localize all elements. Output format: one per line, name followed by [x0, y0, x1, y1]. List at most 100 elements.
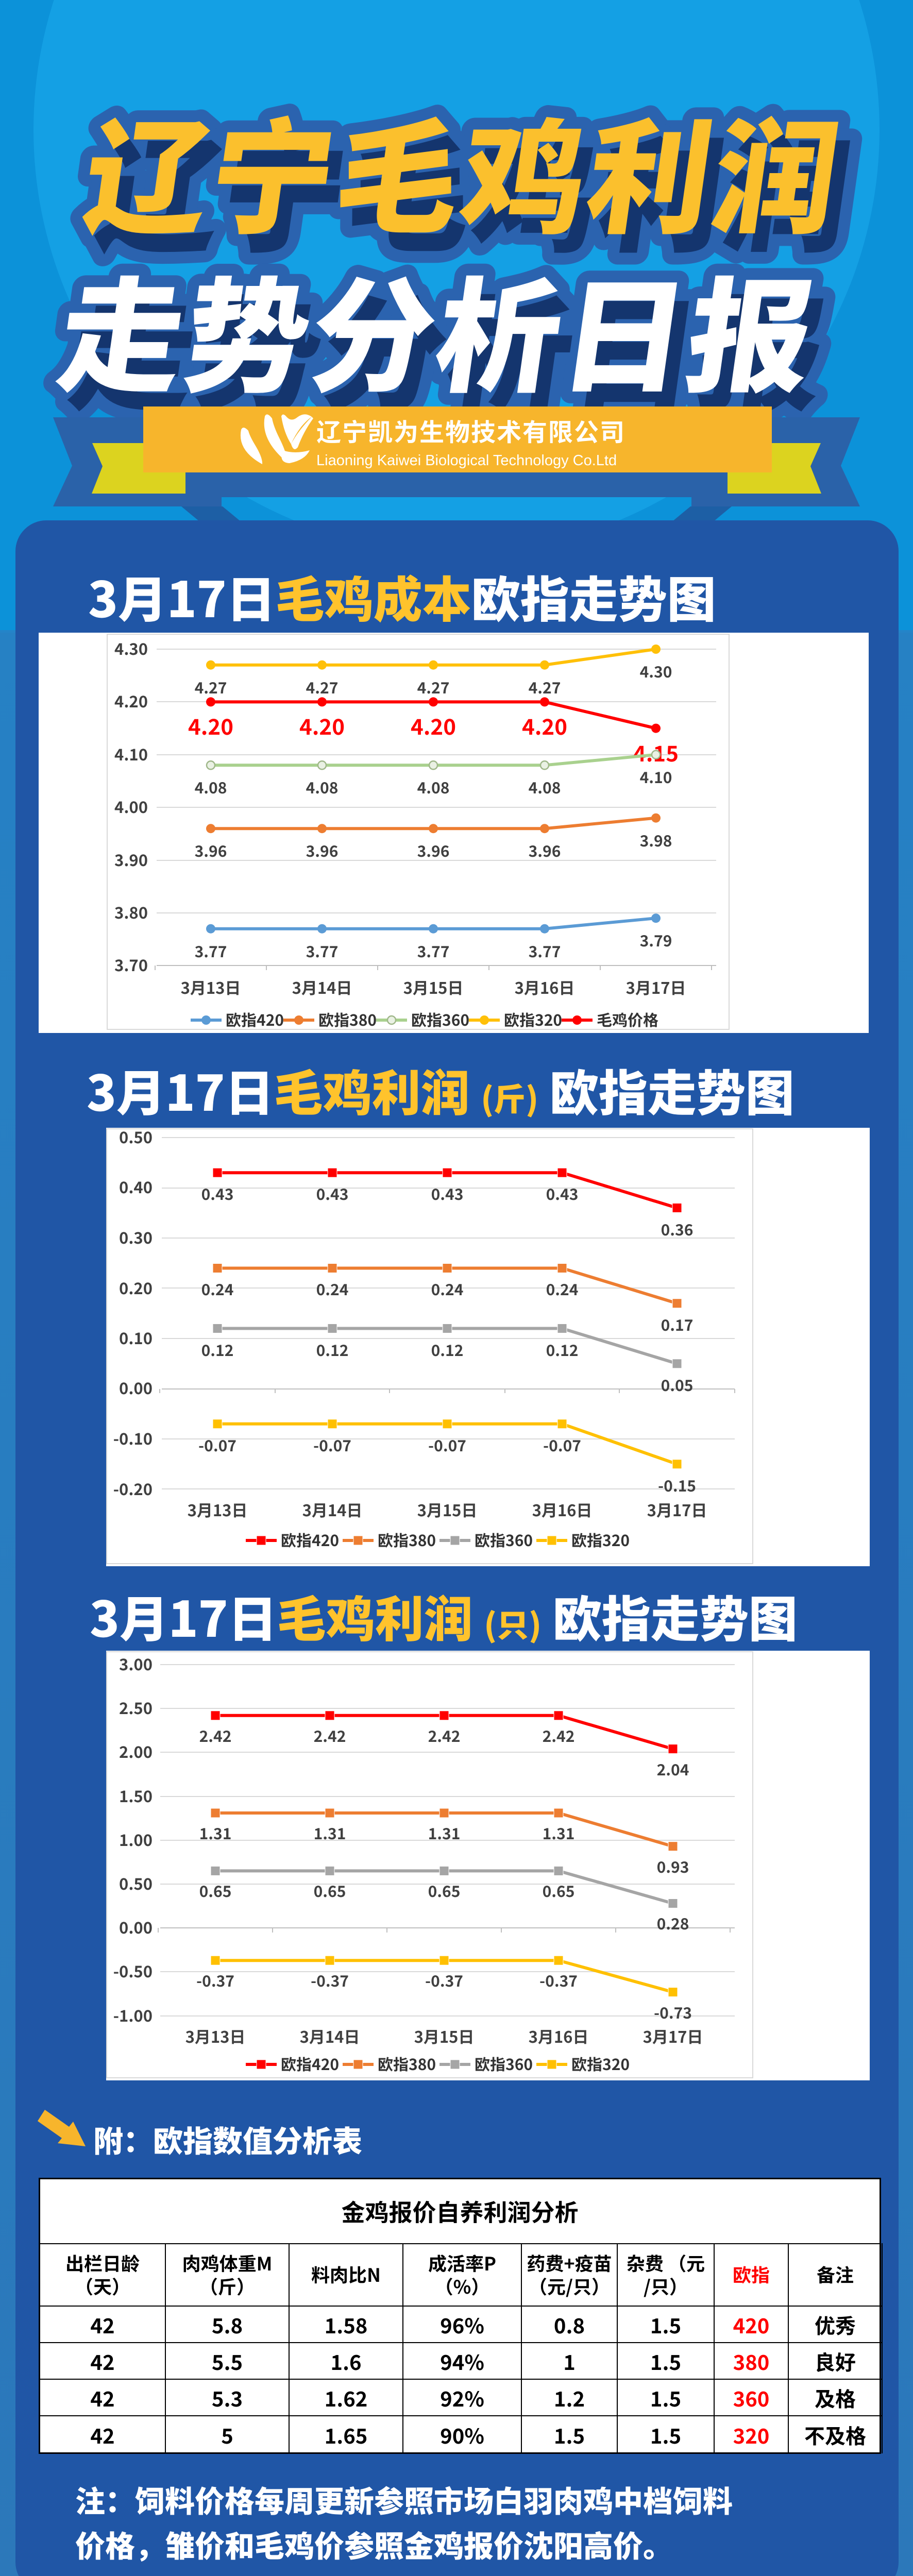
- svg-text:-0.73: -0.73: [654, 2001, 692, 2023]
- svg-text:4.30: 4.30: [114, 636, 148, 659]
- svg-text:走势分析日报: 走势分析日报: [48, 238, 828, 417]
- svg-text:0.65: 0.65: [199, 1879, 232, 1902]
- svg-text:欧指380: 欧指380: [378, 1528, 436, 1551]
- svg-text:0.00: 0.00: [119, 1376, 153, 1399]
- svg-text:欧指360: 欧指360: [475, 1528, 533, 1551]
- svg-text:辽宁凯为生物技术有限公司: 辽宁凯为生物技术有限公司: [316, 412, 625, 448]
- svg-text:3.96: 3.96: [529, 839, 561, 861]
- svg-text:欧指380: 欧指380: [318, 1008, 377, 1030]
- svg-text:4.27: 4.27: [195, 675, 227, 698]
- svg-text:走势分析日报: 走势分析日报: [48, 238, 828, 417]
- svg-text:3月13日: 3月13日: [181, 975, 241, 998]
- svg-text:-1.00: -1.00: [113, 2003, 153, 2026]
- svg-text:3月13日: 3月13日: [185, 2024, 246, 2047]
- svg-text:1.31: 1.31: [428, 1821, 461, 1844]
- svg-text:3.70: 3.70: [114, 953, 148, 976]
- svg-text:辽宁毛鸡利润: 辽宁毛鸡利润: [74, 79, 853, 258]
- svg-text:欧指420: 欧指420: [281, 2052, 339, 2075]
- svg-text:2.42: 2.42: [199, 1724, 232, 1747]
- svg-text:0.50: 0.50: [119, 1125, 153, 1148]
- svg-text:-0.07: -0.07: [428, 1433, 466, 1456]
- svg-text:-0.20: -0.20: [113, 1477, 153, 1500]
- svg-text:0.24: 0.24: [316, 1277, 349, 1300]
- svg-text:0.50: 0.50: [119, 1871, 153, 1894]
- svg-text:4.08: 4.08: [195, 775, 227, 798]
- svg-text:1.50: 1.50: [119, 1784, 153, 1807]
- svg-text:0.30: 0.30: [119, 1225, 153, 1248]
- svg-text:1.31: 1.31: [314, 1821, 346, 1844]
- svg-text:3.77: 3.77: [195, 939, 227, 962]
- svg-text:0.65: 0.65: [543, 1879, 575, 1902]
- svg-text:辽宁毛鸡利润: 辽宁毛鸡利润: [86, 98, 865, 277]
- svg-text:-0.07: -0.07: [313, 1433, 351, 1456]
- svg-text:4.20: 4.20: [114, 689, 148, 712]
- svg-text:0.43: 0.43: [431, 1182, 464, 1205]
- svg-text:欧指360: 欧指360: [475, 2052, 533, 2075]
- svg-text:3月17日: 3月17日: [643, 2024, 703, 2047]
- svg-text:4.08: 4.08: [417, 775, 450, 798]
- svg-text:3月14日: 3月14日: [292, 975, 352, 998]
- svg-text:0.00: 0.00: [119, 1915, 153, 1938]
- svg-text:3月15日: 3月15日: [414, 2024, 475, 2047]
- svg-text:4.10: 4.10: [640, 765, 672, 788]
- svg-text:0.05: 0.05: [661, 1373, 694, 1396]
- svg-text:0.65: 0.65: [428, 1879, 461, 1902]
- svg-text:-0.37: -0.37: [425, 1969, 463, 1991]
- svg-text:4.00: 4.00: [114, 794, 148, 818]
- svg-text:3.77: 3.77: [417, 939, 450, 962]
- svg-text:0.12: 0.12: [201, 1338, 234, 1361]
- svg-text:毛鸡价格: 毛鸡价格: [597, 1008, 658, 1030]
- svg-text:4.30: 4.30: [640, 659, 672, 682]
- svg-text:0.24: 0.24: [431, 1277, 464, 1300]
- svg-text:0.65: 0.65: [314, 1879, 346, 1902]
- svg-text:-0.07: -0.07: [543, 1433, 581, 1456]
- svg-text:-0.37: -0.37: [196, 1969, 234, 1991]
- svg-text:欧指320: 欧指320: [571, 2052, 630, 2075]
- svg-text:3.98: 3.98: [640, 828, 672, 851]
- svg-text:欧指420: 欧指420: [281, 1528, 339, 1551]
- svg-text:2.00: 2.00: [119, 1739, 153, 1762]
- svg-text:3月15日: 3月15日: [403, 975, 464, 998]
- svg-text:3.00: 3.00: [119, 1652, 153, 1675]
- svg-text:0.43: 0.43: [546, 1182, 579, 1205]
- svg-text:-0.15: -0.15: [658, 1473, 696, 1496]
- svg-text:2.42: 2.42: [428, 1724, 461, 1747]
- svg-text:1.31: 1.31: [543, 1821, 575, 1844]
- svg-text:4.20: 4.20: [522, 710, 567, 741]
- svg-text:0.24: 0.24: [546, 1277, 579, 1300]
- svg-text:1.31: 1.31: [199, 1821, 232, 1844]
- svg-text:欧指380: 欧指380: [378, 2052, 436, 2075]
- svg-text:2.42: 2.42: [314, 1724, 346, 1747]
- svg-text:走势分析日报: 走势分析日报: [60, 257, 840, 435]
- svg-text:3.96: 3.96: [417, 839, 450, 861]
- svg-text:-0.07: -0.07: [198, 1433, 236, 1456]
- svg-text:0.12: 0.12: [316, 1338, 349, 1361]
- svg-text:3月14日: 3月14日: [300, 2024, 360, 2047]
- svg-text:辽宁毛鸡利润: 辽宁毛鸡利润: [74, 79, 853, 258]
- svg-text:4.27: 4.27: [529, 675, 561, 698]
- svg-text:0.40: 0.40: [119, 1175, 153, 1198]
- svg-text:3月13日: 3月13日: [188, 1498, 248, 1521]
- svg-text:0.17: 0.17: [661, 1313, 694, 1335]
- svg-text:0.43: 0.43: [316, 1182, 349, 1205]
- svg-text:Liaoning Kaiwei Biological Tec: Liaoning Kaiwei Biological Technology Co…: [316, 452, 617, 469]
- svg-text:0.12: 0.12: [546, 1338, 579, 1361]
- svg-text:0.36: 0.36: [661, 1217, 694, 1240]
- svg-text:3.79: 3.79: [640, 928, 672, 951]
- svg-text:4.20: 4.20: [188, 710, 233, 741]
- svg-text:2.04: 2.04: [657, 1757, 689, 1780]
- svg-text:欧指320: 欧指320: [504, 1008, 562, 1030]
- svg-text:3.96: 3.96: [306, 839, 339, 861]
- svg-text:-0.37: -0.37: [539, 1969, 578, 1991]
- svg-text:0.43: 0.43: [201, 1182, 234, 1205]
- svg-text:2.50: 2.50: [119, 1696, 153, 1719]
- svg-text:-0.37: -0.37: [311, 1969, 349, 1991]
- svg-text:0.93: 0.93: [657, 1855, 689, 1877]
- svg-text:4.20: 4.20: [299, 710, 345, 741]
- svg-text:-0.50: -0.50: [113, 1959, 153, 1982]
- svg-text:0.10: 0.10: [119, 1326, 153, 1349]
- svg-text:欧指360: 欧指360: [411, 1008, 469, 1030]
- svg-text:3月17日: 3月17日: [647, 1498, 707, 1521]
- svg-text:4.10: 4.10: [114, 742, 148, 765]
- svg-text:4.08: 4.08: [306, 775, 339, 798]
